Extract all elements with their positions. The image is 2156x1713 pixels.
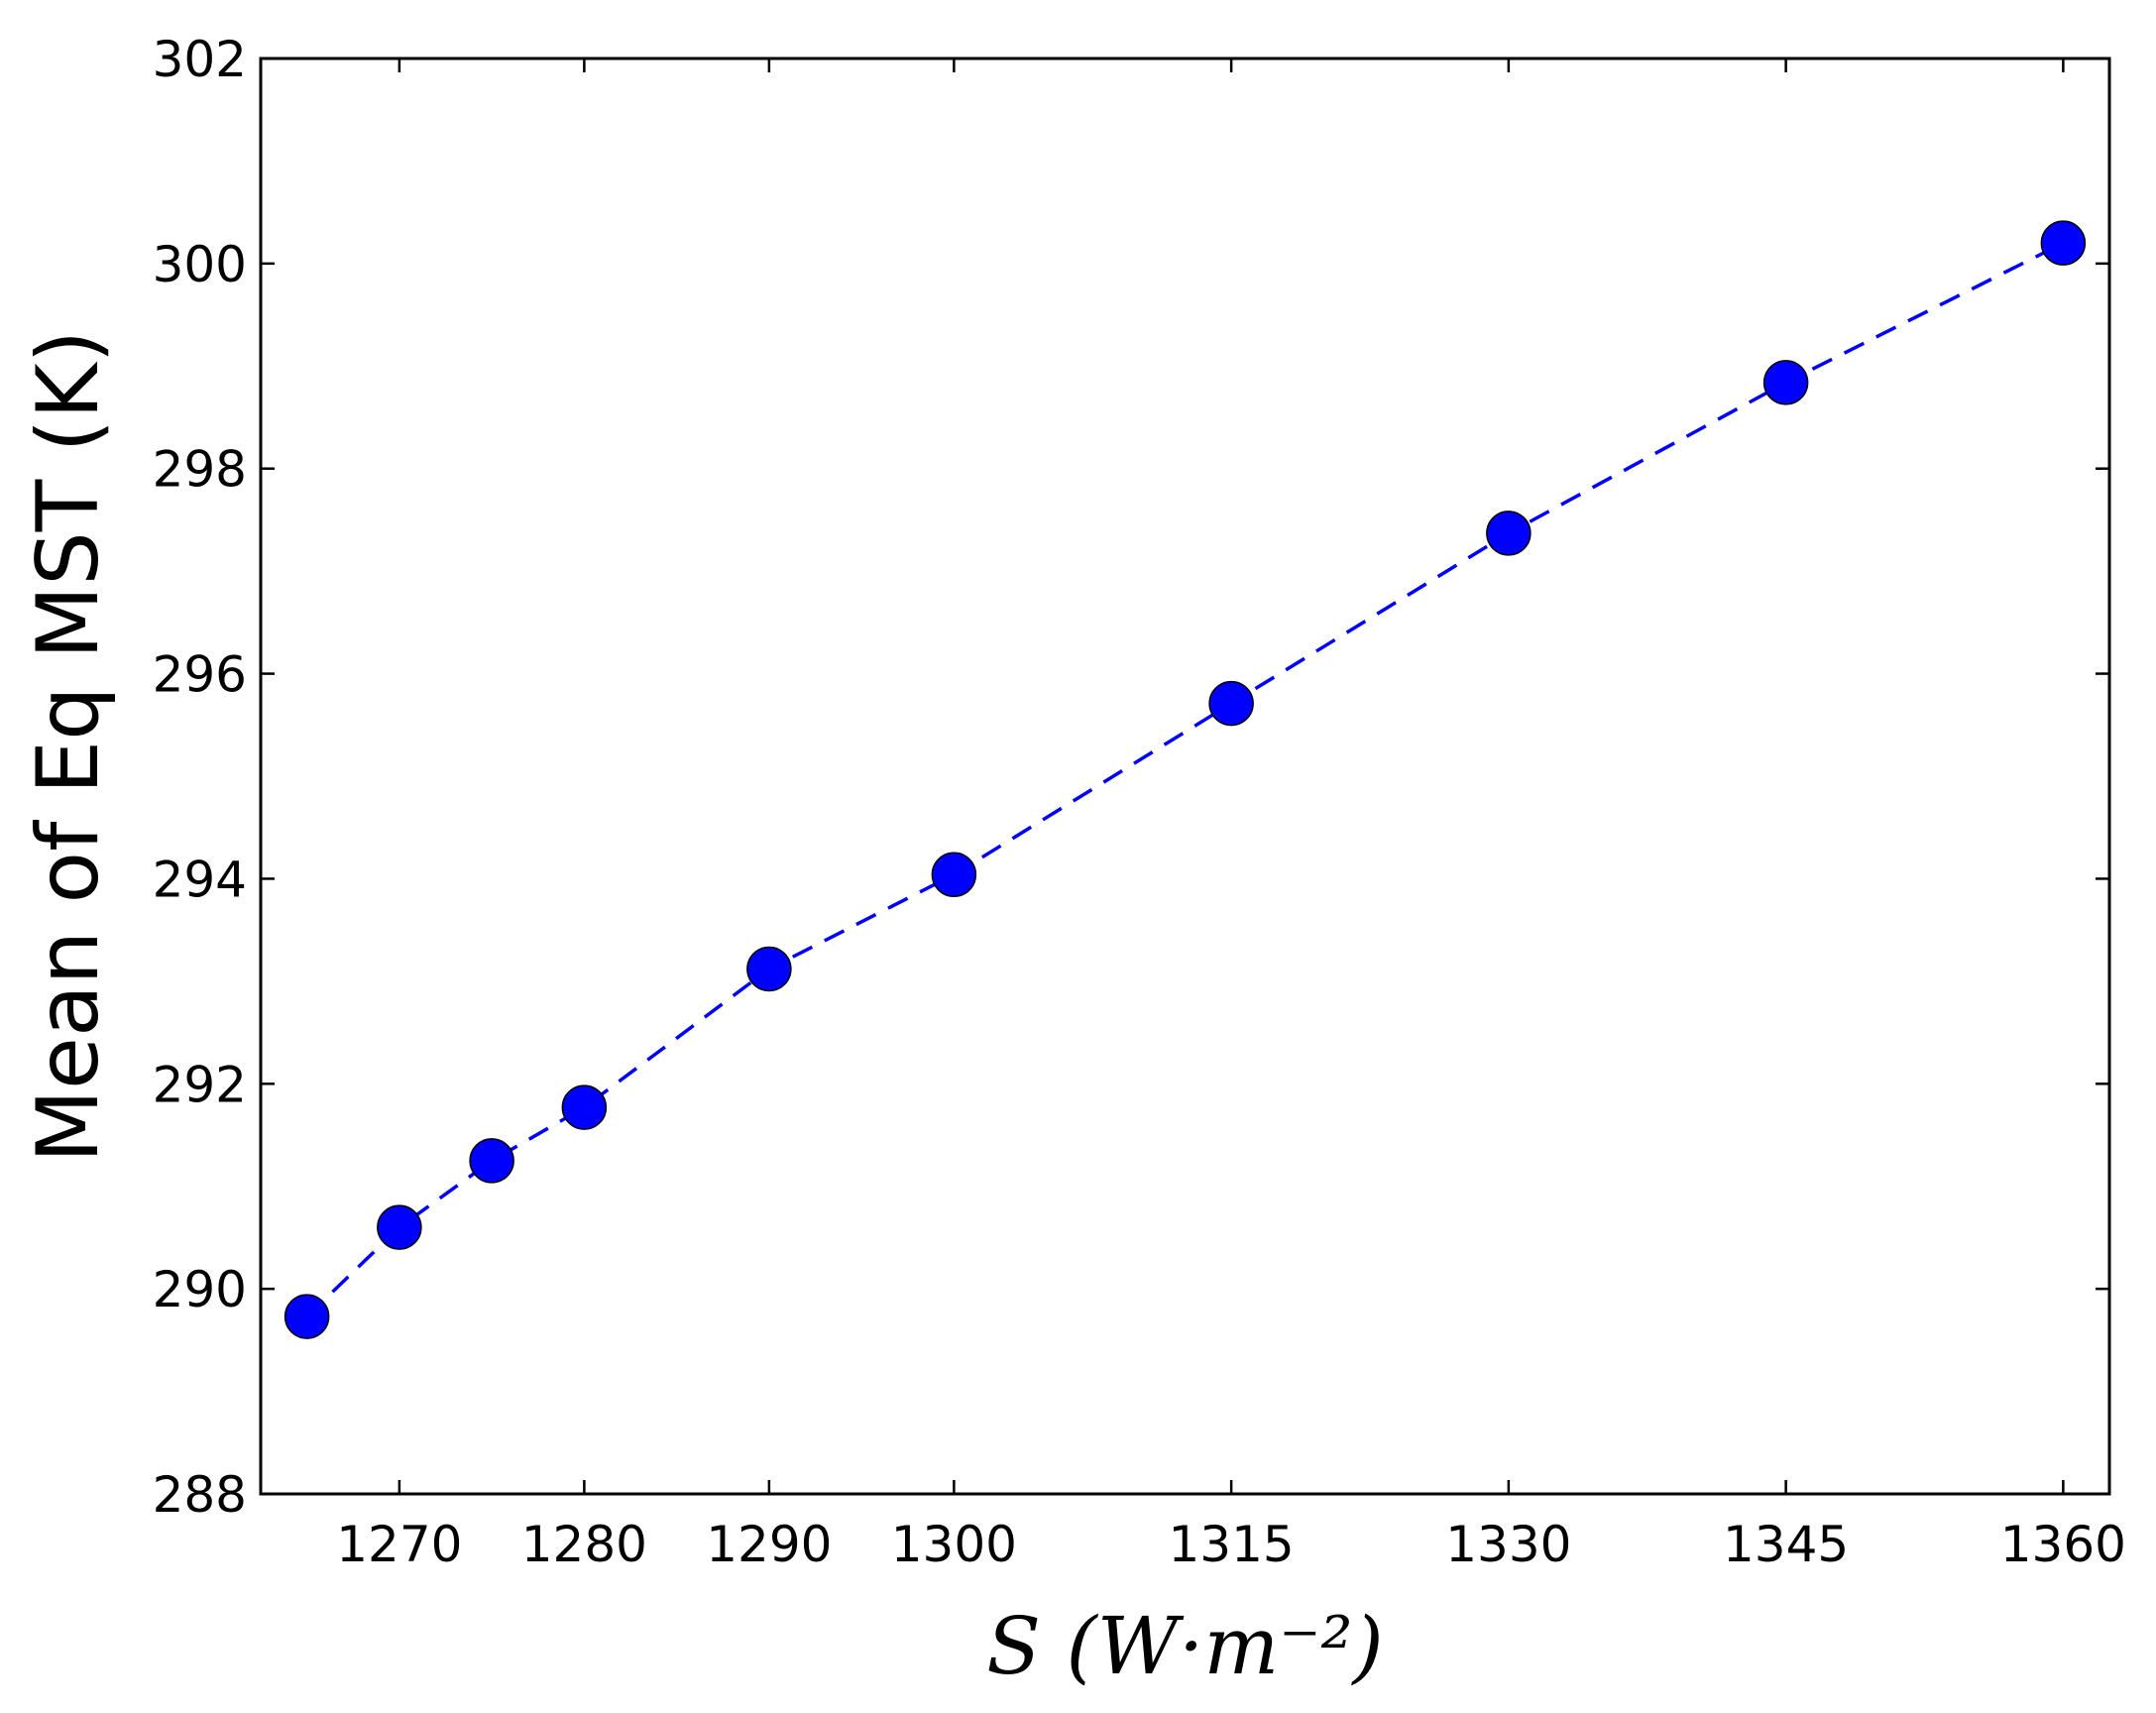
x-tick-label: 1290 xyxy=(706,1516,832,1573)
data-point xyxy=(931,852,977,898)
data-points xyxy=(284,220,2087,1339)
plot-area-frame xyxy=(259,57,2111,1496)
x-tick-label: 1300 xyxy=(891,1516,1017,1573)
y-tick-label: 302 xyxy=(153,31,247,88)
y-tick-label: 298 xyxy=(153,441,247,499)
data-point xyxy=(561,1085,608,1130)
y-tick-label: 296 xyxy=(153,646,247,704)
tick-labels: 288 290 292 294 296 298 300 302 1270 1280 1290 1300… xyxy=(153,31,2126,1573)
data-point xyxy=(469,1138,514,1184)
x-tick-label: 1315 xyxy=(1169,1516,1295,1573)
tick-marks xyxy=(261,57,2109,1496)
y-tick-label: 300 xyxy=(153,236,247,293)
y-axis-label: Mean of Eq MST (K) xyxy=(19,330,118,1163)
data-point xyxy=(1208,680,1254,727)
y-tick-label: 290 xyxy=(153,1261,247,1318)
data-point xyxy=(284,1294,330,1339)
y-tick-label: 292 xyxy=(153,1056,247,1113)
series-line xyxy=(305,241,2065,1318)
y-tick-label: 288 xyxy=(153,1466,247,1524)
y-tick-label: 294 xyxy=(153,851,247,908)
data-point xyxy=(2040,220,2087,266)
x-tick-label: 1330 xyxy=(1445,1516,1571,1573)
x-tick-label: 1270 xyxy=(336,1516,462,1573)
x-axis-label: S (W·m⁻²) xyxy=(986,1600,1383,1692)
x-tick-label: 1360 xyxy=(2000,1516,2126,1573)
x-tick-label: 1280 xyxy=(521,1516,647,1573)
data-point xyxy=(746,946,792,992)
data-point xyxy=(1762,360,1809,405)
data-point xyxy=(1486,511,1532,556)
data-point xyxy=(377,1204,422,1250)
x-tick-label: 1345 xyxy=(1723,1516,1849,1573)
